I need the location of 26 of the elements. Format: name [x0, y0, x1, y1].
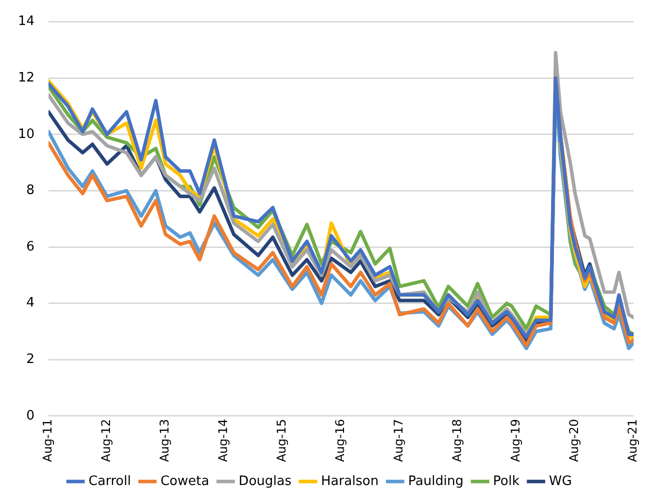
y-tick-label: 10: [18, 126, 35, 142]
y-tick-label: 12: [18, 70, 35, 86]
legend-label: Carroll: [88, 474, 131, 489]
y-tick-label: 14: [18, 14, 35, 30]
legend-label: Douglas: [238, 474, 292, 489]
x-tick-label: Aug-13: [158, 418, 172, 462]
legend-label: Coweta: [160, 474, 210, 489]
x-tick-label: Aug-12: [99, 418, 114, 462]
legend-label: Paulding: [408, 474, 464, 489]
legend-label: Haralson: [320, 474, 379, 489]
y-tick-label: 4: [26, 296, 35, 311]
x-tick-label: Aug-19: [508, 418, 523, 462]
x-tick-label: Aug-20: [567, 418, 582, 462]
x-tick-label: Aug-14: [216, 418, 230, 462]
legend-label: Polk: [493, 474, 520, 489]
y-tick-label: 0: [26, 408, 35, 424]
x-tick-label: Aug-11: [40, 418, 55, 462]
y-tick-label: 6: [26, 239, 35, 254]
x-tick-label: Aug-21: [626, 418, 640, 462]
x-tick-label: Aug-16: [333, 418, 348, 462]
x-tick-label: Aug-17: [392, 418, 406, 462]
x-tick-label: Aug-18: [450, 418, 464, 462]
legend-label: WG: [549, 474, 572, 489]
x-tick-label: Aug-15: [274, 418, 289, 462]
y-tick-label: 2: [26, 352, 35, 368]
y-tick-label: 8: [26, 183, 35, 198]
